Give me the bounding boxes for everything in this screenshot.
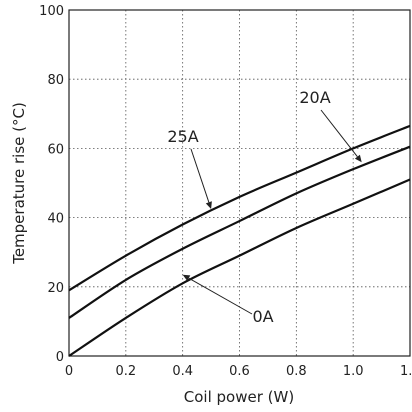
y-axis-title: Temperature rise (°C) [10, 102, 28, 265]
y-tick-labels: 0 20 40 60 80 100 [39, 4, 64, 365]
y-tick-label: 100 [39, 4, 64, 19]
y-tick-label: 20 [47, 281, 64, 296]
y-tick-label: 60 [47, 142, 64, 157]
annotation-leader-0a [188, 277, 253, 315]
x-tick-label: 0 [65, 364, 73, 379]
y-tick-label: 80 [47, 73, 64, 88]
annotation-leader-25a [190, 148, 210, 203]
y-tick-label: 40 [47, 212, 64, 227]
annotation-label-0a: 0A [252, 307, 273, 326]
grid [68, 9, 411, 357]
x-tick-label: 0.8 [286, 364, 307, 379]
x-tick-label: 1.2 [400, 364, 412, 379]
annotations: 25A 20A 0A [167, 88, 362, 326]
series-line-25a [68, 124, 411, 292]
plot-frame [68, 9, 411, 357]
annotation-leader-20a [320, 109, 358, 158]
x-tick-label: 0.4 [172, 364, 193, 379]
series-line-0a [68, 178, 411, 357]
series-line-20a [68, 145, 411, 319]
annotation-label-20a: 20A [299, 88, 330, 107]
annotation-arrowhead-20a [354, 154, 362, 163]
annotation-arrowhead-0a [182, 274, 191, 281]
x-tick-labels: 0 0.2 0.4 0.6 0.8 1.0 1.2 [65, 364, 412, 379]
x-axis-title: Coil power (W) [184, 388, 294, 406]
series-lines [68, 124, 411, 357]
x-tick-label: 0.6 [229, 364, 250, 379]
annotation-label-25a: 25A [167, 127, 198, 146]
annotation-arrowhead-25a [205, 201, 212, 209]
x-tick-label: 1.0 [343, 364, 364, 379]
x-tick-label: 0.2 [115, 364, 136, 379]
y-tick-label: 0 [56, 350, 64, 365]
